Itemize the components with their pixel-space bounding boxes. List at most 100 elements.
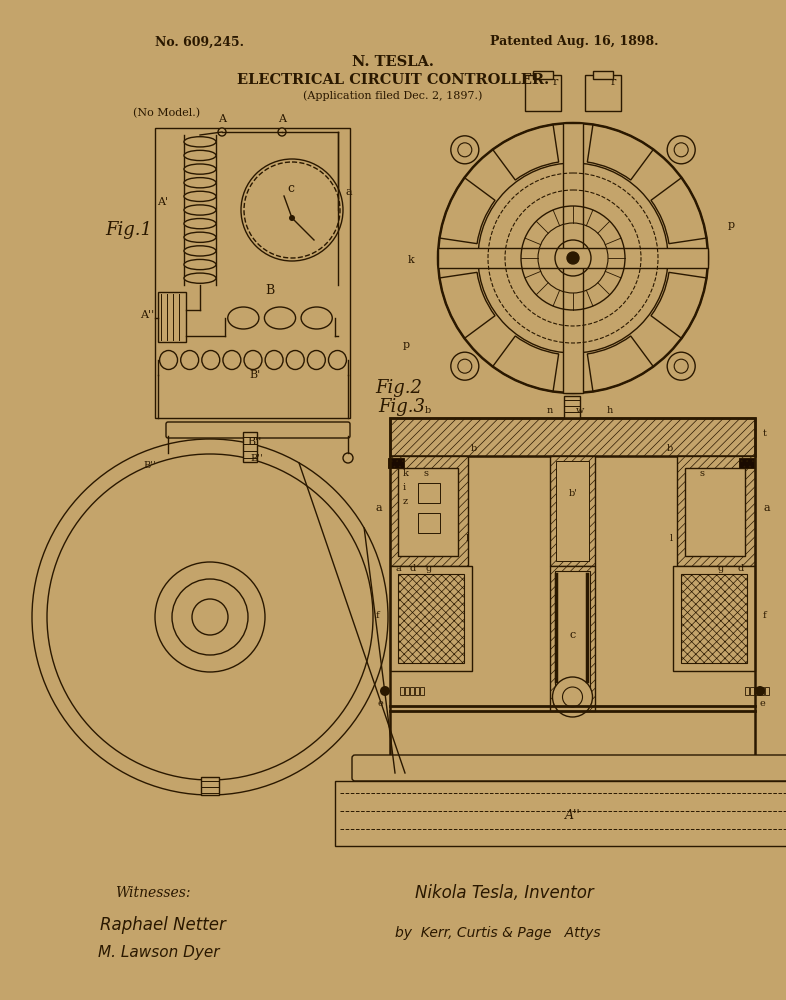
Circle shape (32, 439, 388, 795)
Text: s: s (424, 469, 429, 478)
Text: z: z (403, 497, 408, 506)
Text: a: a (376, 503, 383, 513)
Text: Fig.2: Fig.2 (375, 379, 422, 397)
Text: N. TESLA.: N. TESLA. (352, 55, 434, 69)
Ellipse shape (202, 351, 220, 369)
Bar (243, 432, 257, 462)
Wedge shape (651, 178, 707, 244)
Wedge shape (493, 336, 559, 392)
Text: b': b' (568, 489, 578, 498)
Ellipse shape (184, 191, 216, 201)
Text: Fig.1: Fig.1 (105, 221, 152, 239)
Bar (685, 468, 745, 556)
Bar (681, 574, 747, 663)
Bar (390, 456, 468, 566)
Text: h: h (607, 406, 613, 415)
Text: g: g (426, 564, 432, 573)
Bar (585, 75, 621, 111)
FancyBboxPatch shape (166, 422, 350, 438)
Text: f: f (376, 611, 380, 620)
Text: w: w (576, 406, 584, 415)
Ellipse shape (228, 307, 259, 329)
Text: Patented Aug. 16, 1898.: Patented Aug. 16, 1898. (490, 35, 659, 48)
Bar (750, 687, 754, 695)
Bar (739, 458, 755, 468)
Ellipse shape (160, 351, 178, 369)
Bar (564, 396, 580, 418)
Circle shape (755, 686, 765, 696)
Ellipse shape (184, 232, 216, 242)
Bar (760, 687, 764, 695)
Bar (418, 483, 440, 503)
Bar (418, 513, 440, 533)
Text: (No Model.): (No Model.) (133, 108, 200, 118)
Text: B': B' (249, 370, 261, 380)
Ellipse shape (184, 219, 216, 229)
Bar (400, 687, 404, 695)
Text: b: b (471, 444, 477, 453)
Bar (388, 458, 404, 468)
Bar (390, 418, 755, 456)
Bar (755, 687, 759, 695)
Text: B'': B'' (248, 437, 263, 447)
Bar (677, 456, 755, 566)
Text: b: b (425, 406, 432, 415)
Text: l: l (466, 534, 469, 543)
Circle shape (278, 128, 286, 136)
Circle shape (667, 136, 695, 164)
Bar (405, 687, 409, 695)
Bar (155, 128, 350, 418)
Ellipse shape (265, 351, 283, 369)
Text: g: g (717, 564, 723, 573)
Text: Witnesses:: Witnesses: (115, 886, 190, 900)
Text: p: p (403, 340, 410, 350)
Circle shape (667, 352, 695, 380)
Wedge shape (587, 336, 653, 392)
Bar (420, 687, 424, 695)
Wedge shape (587, 124, 653, 180)
Bar (415, 687, 419, 695)
Bar (593, 71, 613, 79)
Bar (556, 461, 589, 561)
Text: b: b (667, 444, 674, 453)
Text: l: l (670, 534, 673, 543)
Text: d: d (737, 564, 744, 573)
FancyBboxPatch shape (352, 755, 786, 781)
Circle shape (380, 686, 390, 696)
Text: ELECTRICAL CIRCUIT CONTROLLER.: ELECTRICAL CIRCUIT CONTROLLER. (237, 73, 549, 87)
Ellipse shape (184, 178, 216, 188)
Ellipse shape (181, 351, 199, 369)
Text: a: a (345, 187, 351, 197)
Text: Fig.3: Fig.3 (378, 398, 425, 416)
Text: B'': B'' (144, 461, 156, 470)
Bar (563, 123, 583, 393)
Bar (438, 248, 708, 268)
Ellipse shape (184, 273, 216, 283)
Wedge shape (439, 178, 495, 244)
Text: e: e (760, 699, 766, 708)
Text: M. Lawson Dyer: M. Lawson Dyer (98, 946, 219, 960)
Circle shape (241, 159, 343, 261)
Text: d: d (410, 564, 417, 573)
Circle shape (163, 453, 173, 463)
Text: e: e (378, 699, 384, 708)
Text: c: c (287, 182, 294, 195)
Circle shape (553, 677, 593, 717)
Text: k: k (408, 255, 415, 265)
Ellipse shape (184, 246, 216, 256)
Ellipse shape (184, 164, 216, 174)
Circle shape (451, 136, 479, 164)
Bar (533, 71, 553, 79)
Bar (390, 566, 472, 671)
Text: by  Kerr, Curtis & Page   Attys: by Kerr, Curtis & Page Attys (395, 926, 601, 940)
Bar (673, 566, 755, 671)
Ellipse shape (286, 351, 304, 369)
Bar (201, 777, 219, 795)
Wedge shape (651, 272, 707, 338)
Bar (765, 687, 769, 695)
Ellipse shape (184, 137, 216, 147)
Bar (158, 292, 186, 342)
Text: B: B (266, 284, 274, 297)
Text: f: f (763, 611, 766, 620)
Bar (390, 418, 755, 758)
